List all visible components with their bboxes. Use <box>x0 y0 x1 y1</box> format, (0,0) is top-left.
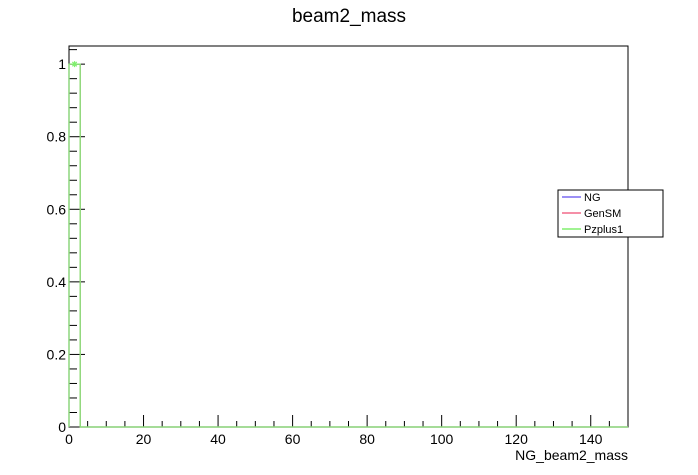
x-tick-label: 140 <box>579 431 603 447</box>
y-tick-label: 0.4 <box>47 274 67 290</box>
x-tick-label: 120 <box>505 431 529 447</box>
x-tick-label: 80 <box>359 431 375 447</box>
y-tick-label: 1 <box>58 56 66 72</box>
legend: NG GenSM Pzplus1 <box>557 189 664 238</box>
x-tick-label: 100 <box>430 431 454 447</box>
y-tick-label: 0.6 <box>47 201 67 217</box>
x-tick-label: 0 <box>65 431 73 447</box>
x-axis: 0 20 40 60 80 100 120 140 <box>65 415 629 447</box>
legend-label-gensm: GenSM <box>584 208 621 220</box>
y-tick-label: 0.2 <box>47 346 67 362</box>
y-axis: 0 0.2 0.4 0.6 0.8 1 <box>47 49 85 435</box>
plot-frame <box>68 45 629 428</box>
legend-label-ng: NG <box>584 192 601 204</box>
legend-label-pzplus1: Pzplus1 <box>584 224 623 236</box>
x-tick-label: 20 <box>136 431 152 447</box>
x-tick-label: 40 <box>210 431 226 447</box>
series-gensm-line <box>68 63 628 428</box>
series-pzplus1-line <box>68 63 628 428</box>
series-layer <box>68 61 628 428</box>
series-ng-line <box>68 63 628 428</box>
x-tick-label: 60 <box>285 431 301 447</box>
y-tick-label: 0.8 <box>47 129 67 145</box>
chart-title: beam2_mass <box>292 6 406 27</box>
y-tick-label: 0 <box>58 419 66 435</box>
x-axis-title: NG_beam2_mass <box>515 447 628 463</box>
series-pzplus1-marker <box>71 61 78 68</box>
